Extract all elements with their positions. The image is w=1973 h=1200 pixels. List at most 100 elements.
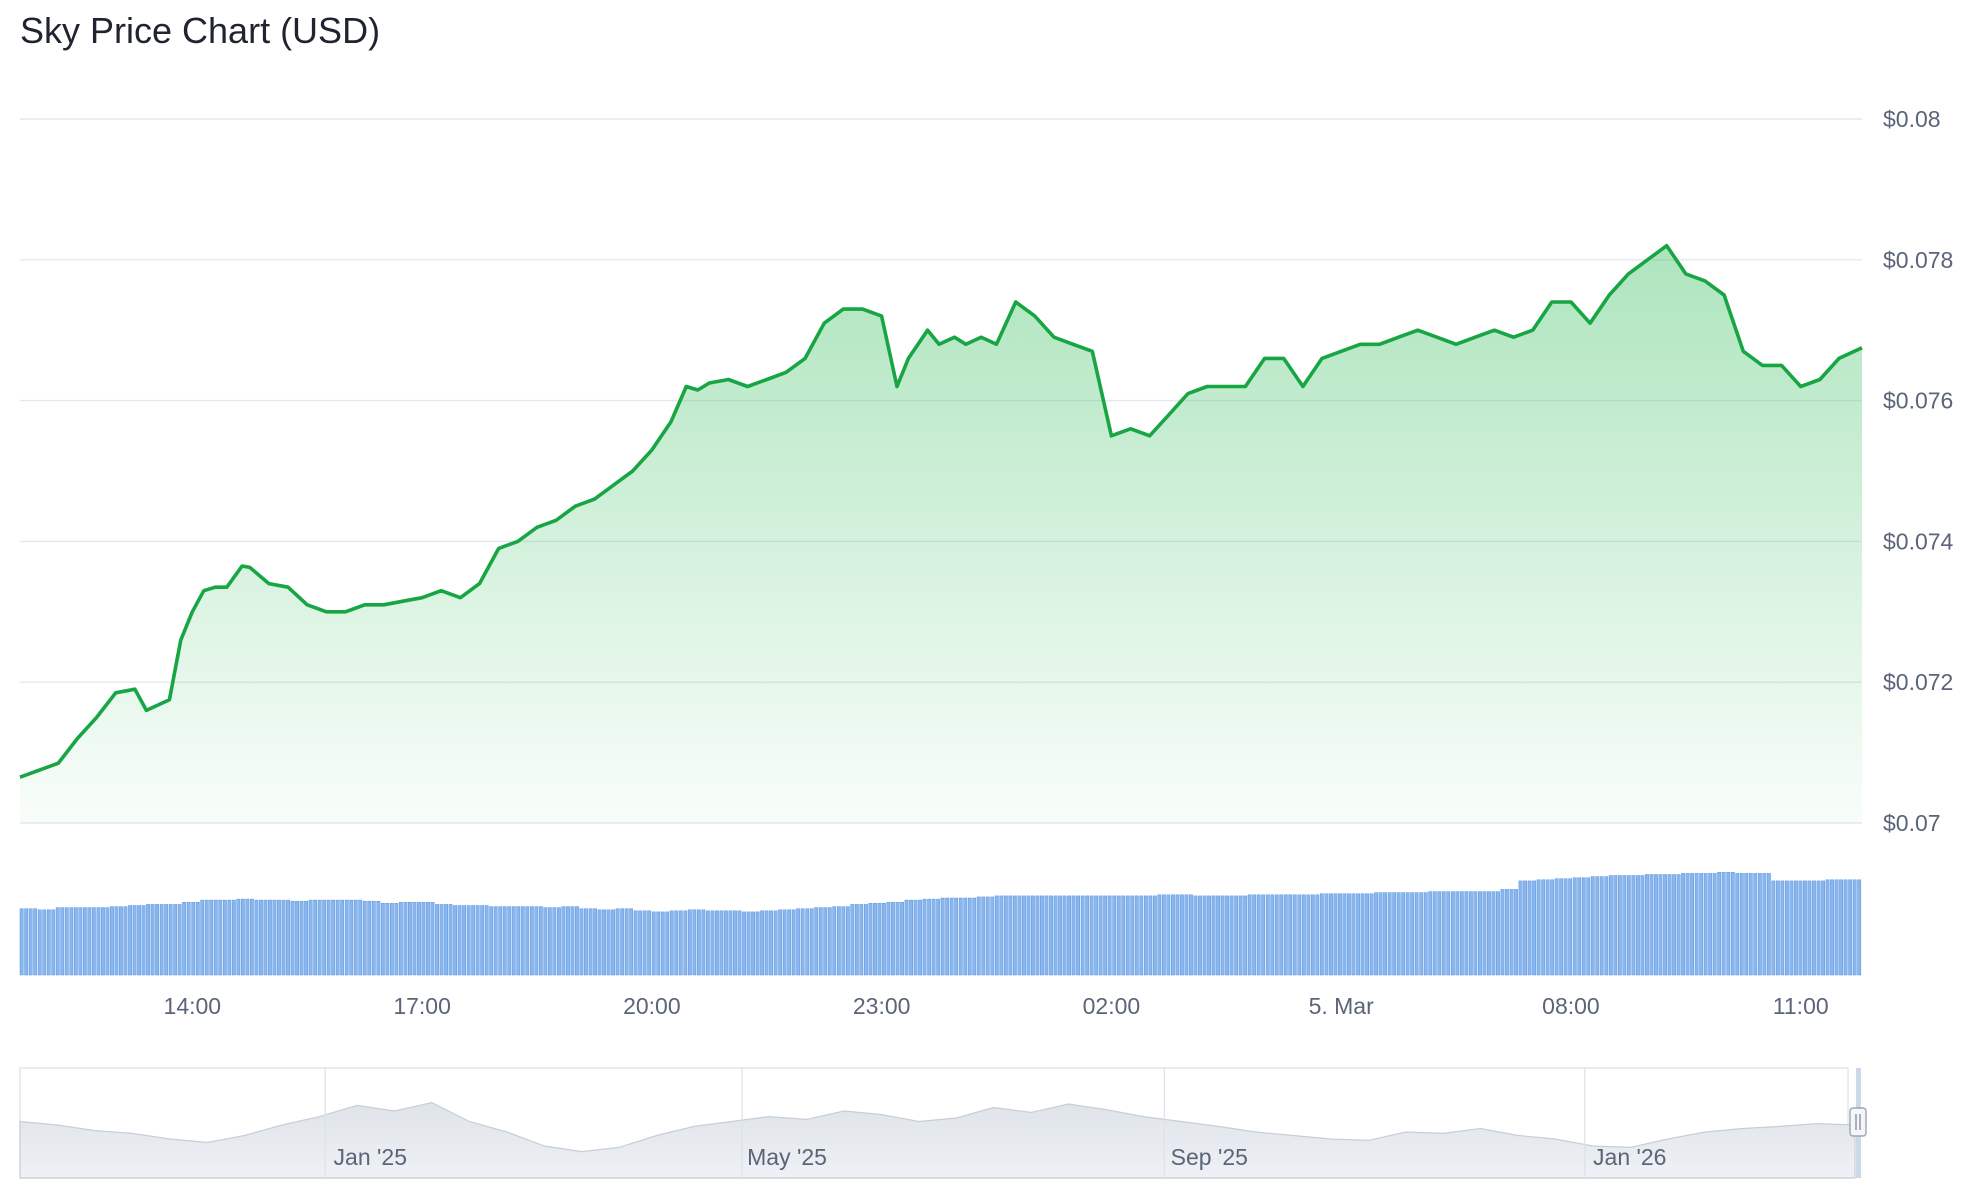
volume-bar bbox=[864, 904, 868, 976]
volume-bar bbox=[1794, 880, 1798, 976]
volume-bar bbox=[1401, 892, 1406, 976]
navigator-handle[interactable] bbox=[1849, 1107, 1867, 1137]
volume-bar bbox=[1410, 892, 1415, 976]
volume-bar bbox=[940, 897, 945, 976]
volume-bar bbox=[475, 905, 480, 976]
volume-bar bbox=[1080, 895, 1085, 976]
volume-bar bbox=[696, 909, 701, 976]
volume-bar bbox=[1392, 892, 1397, 976]
volume-bar bbox=[715, 910, 719, 976]
volume-bar bbox=[1207, 895, 1211, 976]
volume-bar bbox=[931, 898, 936, 976]
volume-bar bbox=[1645, 874, 1649, 976]
volume-series bbox=[19, 872, 1862, 976]
volume-bar bbox=[1771, 880, 1776, 976]
volume-bar bbox=[873, 903, 877, 976]
volume-bar bbox=[629, 908, 634, 976]
volume-bar bbox=[281, 899, 286, 976]
volume-bar bbox=[498, 906, 503, 976]
volume-bar bbox=[1595, 876, 1600, 976]
volume-bar bbox=[435, 904, 439, 976]
volume-bar bbox=[186, 902, 191, 976]
volume-bar bbox=[1058, 895, 1062, 976]
volume-bar bbox=[1721, 872, 1726, 976]
volume-bar bbox=[1044, 895, 1049, 976]
volume-bar bbox=[1509, 889, 1514, 976]
volume-bar bbox=[1306, 894, 1311, 976]
volume-bar bbox=[1527, 880, 1532, 976]
volume-bar bbox=[827, 907, 832, 976]
volume-bar bbox=[638, 910, 643, 976]
volume-bar bbox=[687, 909, 692, 976]
volume-bar bbox=[511, 906, 516, 976]
volume-bar bbox=[927, 898, 932, 976]
volume-bar bbox=[164, 904, 169, 976]
volume-bar bbox=[245, 898, 250, 976]
volume-bar bbox=[814, 907, 819, 976]
volume-bar bbox=[1225, 895, 1229, 976]
volume-bar bbox=[936, 898, 941, 976]
volume-bar bbox=[1252, 894, 1257, 976]
range-navigator[interactable]: Jan '25 May '25 Sep '25 Jan '26 bbox=[19, 1067, 1867, 1179]
volume-bar bbox=[1405, 892, 1410, 976]
volume-bar bbox=[1514, 889, 1518, 976]
chart-title: Sky Price Chart (USD) bbox=[20, 10, 381, 51]
volume-bar bbox=[439, 904, 444, 976]
volume-bar bbox=[841, 906, 846, 976]
volume-bar bbox=[1613, 875, 1618, 976]
volume-bar bbox=[1022, 895, 1026, 976]
volume-bar bbox=[1487, 891, 1491, 976]
volume-bar bbox=[1333, 893, 1338, 976]
volume-bar bbox=[87, 907, 92, 976]
volume-bar bbox=[1049, 895, 1053, 976]
volume-bar bbox=[304, 900, 308, 976]
volume-bar bbox=[213, 899, 218, 976]
volume-bar bbox=[669, 910, 674, 976]
volume-bar bbox=[227, 899, 232, 976]
volume-bar bbox=[832, 906, 837, 976]
volume-bar bbox=[859, 904, 864, 976]
volume-bar bbox=[46, 909, 51, 976]
volume-bar bbox=[1157, 894, 1162, 976]
volume-bar bbox=[981, 896, 986, 976]
volume-bar bbox=[1085, 895, 1090, 976]
volume-bar bbox=[990, 896, 995, 976]
volume-bar bbox=[1324, 893, 1329, 976]
volume-bar bbox=[1825, 879, 1830, 976]
volume-bar bbox=[845, 906, 850, 976]
volume-bar bbox=[1581, 877, 1586, 976]
volume-bar bbox=[913, 899, 918, 976]
volume-bar bbox=[737, 910, 742, 976]
x-tick-label: 17:00 bbox=[393, 993, 451, 1019]
volume-bar bbox=[1094, 895, 1099, 976]
volume-bar bbox=[1681, 873, 1685, 976]
volume-bar bbox=[1852, 879, 1857, 976]
volume-bar bbox=[1256, 894, 1261, 976]
volume-bar bbox=[1089, 895, 1094, 976]
volume-bar bbox=[453, 905, 457, 976]
volume-bar bbox=[1541, 879, 1546, 976]
y-tick-label: $0.076 bbox=[1883, 388, 1953, 414]
volume-bar bbox=[1550, 879, 1555, 976]
volume-bar bbox=[1640, 875, 1645, 976]
volume-bar bbox=[507, 906, 512, 976]
volume-bar bbox=[340, 899, 345, 976]
volume-bar bbox=[769, 910, 773, 976]
volume-bar bbox=[322, 899, 327, 976]
volume-bar bbox=[1139, 895, 1144, 976]
volume-bar bbox=[1491, 891, 1496, 976]
price-series bbox=[19, 243, 1863, 779]
volume-bar bbox=[1437, 891, 1442, 976]
volume-bar bbox=[69, 907, 74, 976]
volume-bar bbox=[877, 903, 882, 976]
volume-bar bbox=[534, 906, 539, 976]
volume-bar bbox=[146, 904, 150, 976]
volume-bar bbox=[850, 904, 855, 976]
volume-bar bbox=[1459, 891, 1464, 976]
volume-bar bbox=[1432, 891, 1437, 976]
volume-bar bbox=[1234, 895, 1239, 976]
volume-bar bbox=[543, 907, 548, 976]
volume-bar bbox=[389, 903, 394, 976]
volume-bar bbox=[538, 906, 543, 976]
